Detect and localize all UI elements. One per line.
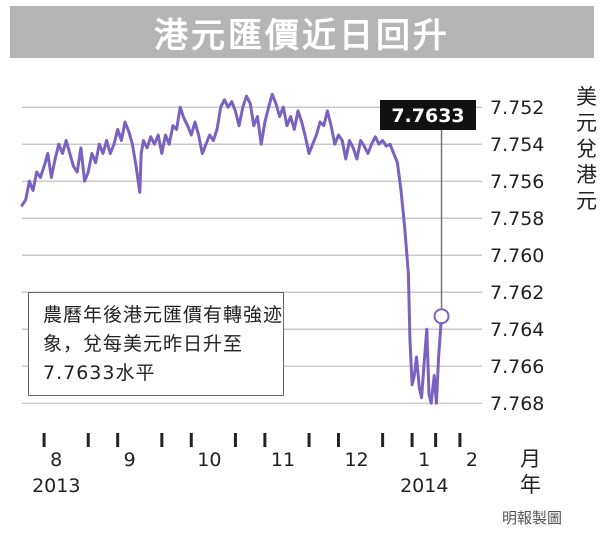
y-unit-char: 元 — [576, 111, 597, 135]
annotation-line-3: 7.7633水平 — [43, 362, 156, 384]
x-year-label: 2014 — [400, 475, 448, 497]
x-tick-label: 2 — [466, 449, 478, 471]
y-tick-label: 7.756 — [490, 171, 544, 193]
x-tick-label: 10 — [197, 449, 221, 471]
annotation-line-1: 農曆年後港元匯價有轉強迹 — [43, 304, 284, 326]
y-axis: 7.752 7.754 7.756 7.758 7.760 7.762 7.764 7.766… — [490, 97, 544, 415]
callout-marker — [433, 308, 450, 325]
y-unit-char: 元 — [576, 189, 597, 213]
callout-value: 7.7633 — [391, 105, 464, 127]
series-layer — [20, 92, 443, 405]
callout-layer: 7.7633 — [380, 100, 476, 325]
x-year-label: 2013 — [32, 475, 80, 497]
callout-box — [380, 100, 476, 130]
y-tick-label: 7.766 — [490, 356, 544, 378]
x-tick-label: 8 — [50, 449, 62, 471]
chart-title: 港元匯價近日回升 — [154, 15, 450, 56]
annotation-box: 農曆年後港元匯價有轉強迹 象，兌每美元昨日升至 7.7633水平 — [28, 292, 284, 396]
y-unit-char: 港 — [576, 163, 597, 187]
x-tick-label: 11 — [271, 449, 295, 471]
y-tick-label: 7.758 — [490, 208, 544, 230]
credit-text: 明報製圖 — [502, 509, 563, 527]
x-tick-label: 9 — [124, 449, 136, 471]
y-unit-char: 兌 — [576, 137, 597, 161]
annotation-line-2: 象，兌每美元昨日升至 — [43, 333, 244, 355]
y-tick-label: 7.754 — [490, 134, 544, 156]
title-bar: 港元匯價近日回升 — [10, 6, 594, 58]
y-tick-label: 7.752 — [490, 97, 544, 119]
y-tick-label: 7.762 — [490, 282, 544, 304]
x-unit-year: 年 — [520, 473, 541, 497]
exchange-rate-line — [20, 92, 443, 405]
y-unit-char: 美 — [576, 85, 597, 109]
x-axis: 8 2013 9 10 11 12 1 2014 2 — [32, 433, 478, 497]
y-tick-label: 7.760 — [490, 245, 544, 267]
y-tick-label: 7.764 — [490, 319, 544, 341]
y-tick-label: 7.768 — [490, 393, 544, 415]
x-unit-month: 月 — [520, 447, 541, 471]
x-tick-label: 12 — [344, 449, 368, 471]
x-tick-label: 1 — [418, 449, 430, 471]
x-unit-label: 月年 — [520, 447, 541, 497]
